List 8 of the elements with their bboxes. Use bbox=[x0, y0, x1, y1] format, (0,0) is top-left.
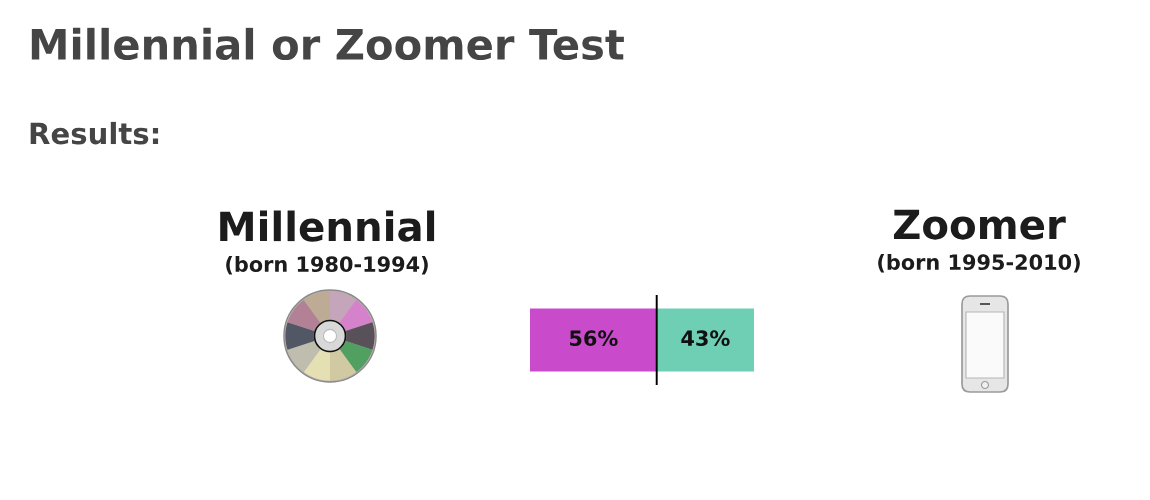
data-label: 56% bbox=[570, 330, 618, 347]
text: (born 1980-1994) bbox=[226, 255, 428, 275]
chart-title: Millennial or Zoomer Test bbox=[31, 27, 624, 61]
text: Results: bbox=[30, 121, 159, 145]
text: (born 1995-2010) bbox=[878, 253, 1080, 273]
data-label: 43% bbox=[681, 330, 730, 347]
text: Zoomer bbox=[893, 209, 1066, 240]
text: Millennial bbox=[220, 210, 435, 242]
